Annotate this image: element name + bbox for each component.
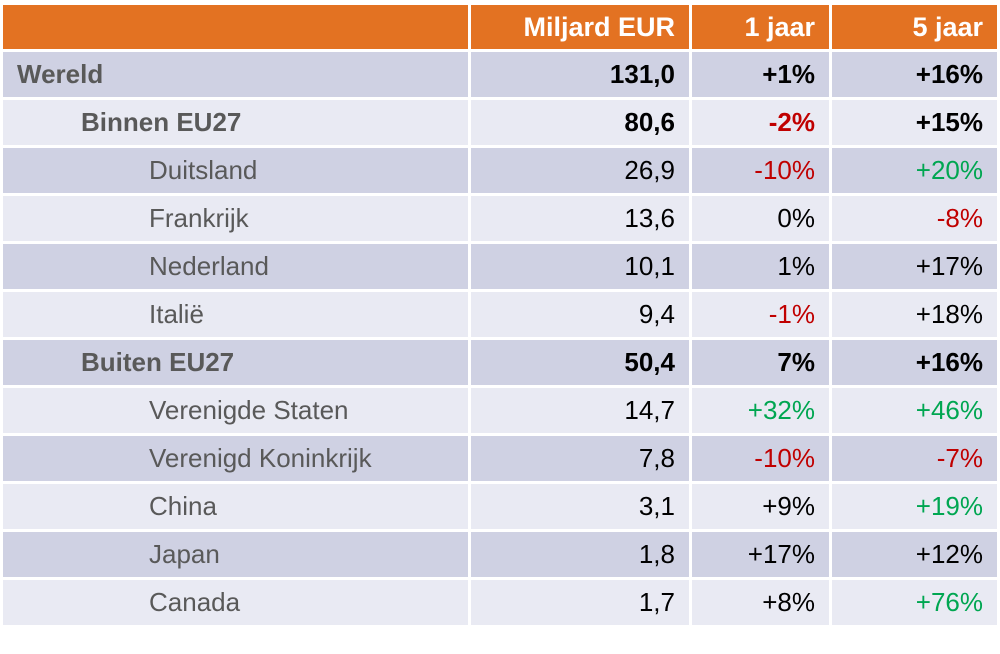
row-value: 13,6 (471, 196, 689, 241)
table-row: Verenigd Koninkrijk 7,8 -10% -7% (3, 436, 997, 481)
row-change-1-year: 7% (692, 340, 829, 385)
row-label: Canada (3, 580, 468, 625)
row-value: 1,7 (471, 580, 689, 625)
row-change-5-year: +16% (832, 52, 997, 97)
table-row: Canada 1,7 +8% +76% (3, 580, 997, 625)
row-label: Buiten EU27 (3, 340, 468, 385)
row-label: Nederland (3, 244, 468, 289)
row-value: 14,7 (471, 388, 689, 433)
row-change-5-year: +18% (832, 292, 997, 337)
header-region (3, 5, 468, 49)
row-change-5-year: -8% (832, 196, 997, 241)
row-change-1-year: 0% (692, 196, 829, 241)
table-header: Miljard EUR 1 jaar 5 jaar (3, 5, 997, 49)
row-change-1-year: -2% (692, 100, 829, 145)
table-row: Japan 1,8 +17% +12% (3, 532, 997, 577)
table-body: Wereld 131,0 +1% +16% Binnen EU27 80,6 -2% +15%… (3, 52, 997, 625)
table-row: Verenigde Staten 14,7 +32% +46% (3, 388, 997, 433)
row-change-1-year: +8% (692, 580, 829, 625)
header-5-year: 5 jaar (832, 5, 997, 49)
table-row: Binnen EU27 80,6 -2% +15% (3, 100, 997, 145)
row-value: 26,9 (471, 148, 689, 193)
row-change-5-year: +17% (832, 244, 997, 289)
row-change-1-year: -10% (692, 148, 829, 193)
row-label: Binnen EU27 (3, 100, 468, 145)
row-value: 7,8 (471, 436, 689, 481)
header-value: Miljard EUR (471, 5, 689, 49)
header-1-year: 1 jaar (692, 5, 829, 49)
table-row: Nederland 10,1 1% +17% (3, 244, 997, 289)
row-label: Duitsland (3, 148, 468, 193)
row-change-5-year: +20% (832, 148, 997, 193)
row-label: Japan (3, 532, 468, 577)
row-value: 10,1 (471, 244, 689, 289)
row-change-5-year: +19% (832, 484, 997, 529)
export-table: Miljard EUR 1 jaar 5 jaar Wereld 131,0 +1%… (0, 2, 1000, 628)
row-label: China (3, 484, 468, 529)
row-value: 50,4 (471, 340, 689, 385)
row-change-5-year: -7% (832, 436, 997, 481)
row-value: 80,6 (471, 100, 689, 145)
row-change-1-year: +32% (692, 388, 829, 433)
row-label: Frankrijk (3, 196, 468, 241)
table-row: Duitsland 26,9 -10% +20% (3, 148, 997, 193)
row-value: 9,4 (471, 292, 689, 337)
row-label: Italië (3, 292, 468, 337)
row-value: 1,8 (471, 532, 689, 577)
table-row: Wereld 131,0 +1% +16% (3, 52, 997, 97)
table-row: Frankrijk 13,6 0% -8% (3, 196, 997, 241)
row-change-1-year: -1% (692, 292, 829, 337)
row-change-5-year: +76% (832, 580, 997, 625)
header-row: Miljard EUR 1 jaar 5 jaar (3, 5, 997, 49)
row-label: Verenigde Staten (3, 388, 468, 433)
row-change-5-year: +15% (832, 100, 997, 145)
table-row: Italië 9,4 -1% +18% (3, 292, 997, 337)
row-change-1-year: +9% (692, 484, 829, 529)
row-value: 131,0 (471, 52, 689, 97)
table-row: China 3,1 +9% +19% (3, 484, 997, 529)
row-change-1-year: +17% (692, 532, 829, 577)
row-change-5-year: +46% (832, 388, 997, 433)
row-change-5-year: +16% (832, 340, 997, 385)
row-label: Wereld (3, 52, 468, 97)
row-change-1-year: -10% (692, 436, 829, 481)
row-change-1-year: +1% (692, 52, 829, 97)
row-label: Verenigd Koninkrijk (3, 436, 468, 481)
row-change-1-year: 1% (692, 244, 829, 289)
row-value: 3,1 (471, 484, 689, 529)
table-row: Buiten EU27 50,4 7% +16% (3, 340, 997, 385)
row-change-5-year: +12% (832, 532, 997, 577)
